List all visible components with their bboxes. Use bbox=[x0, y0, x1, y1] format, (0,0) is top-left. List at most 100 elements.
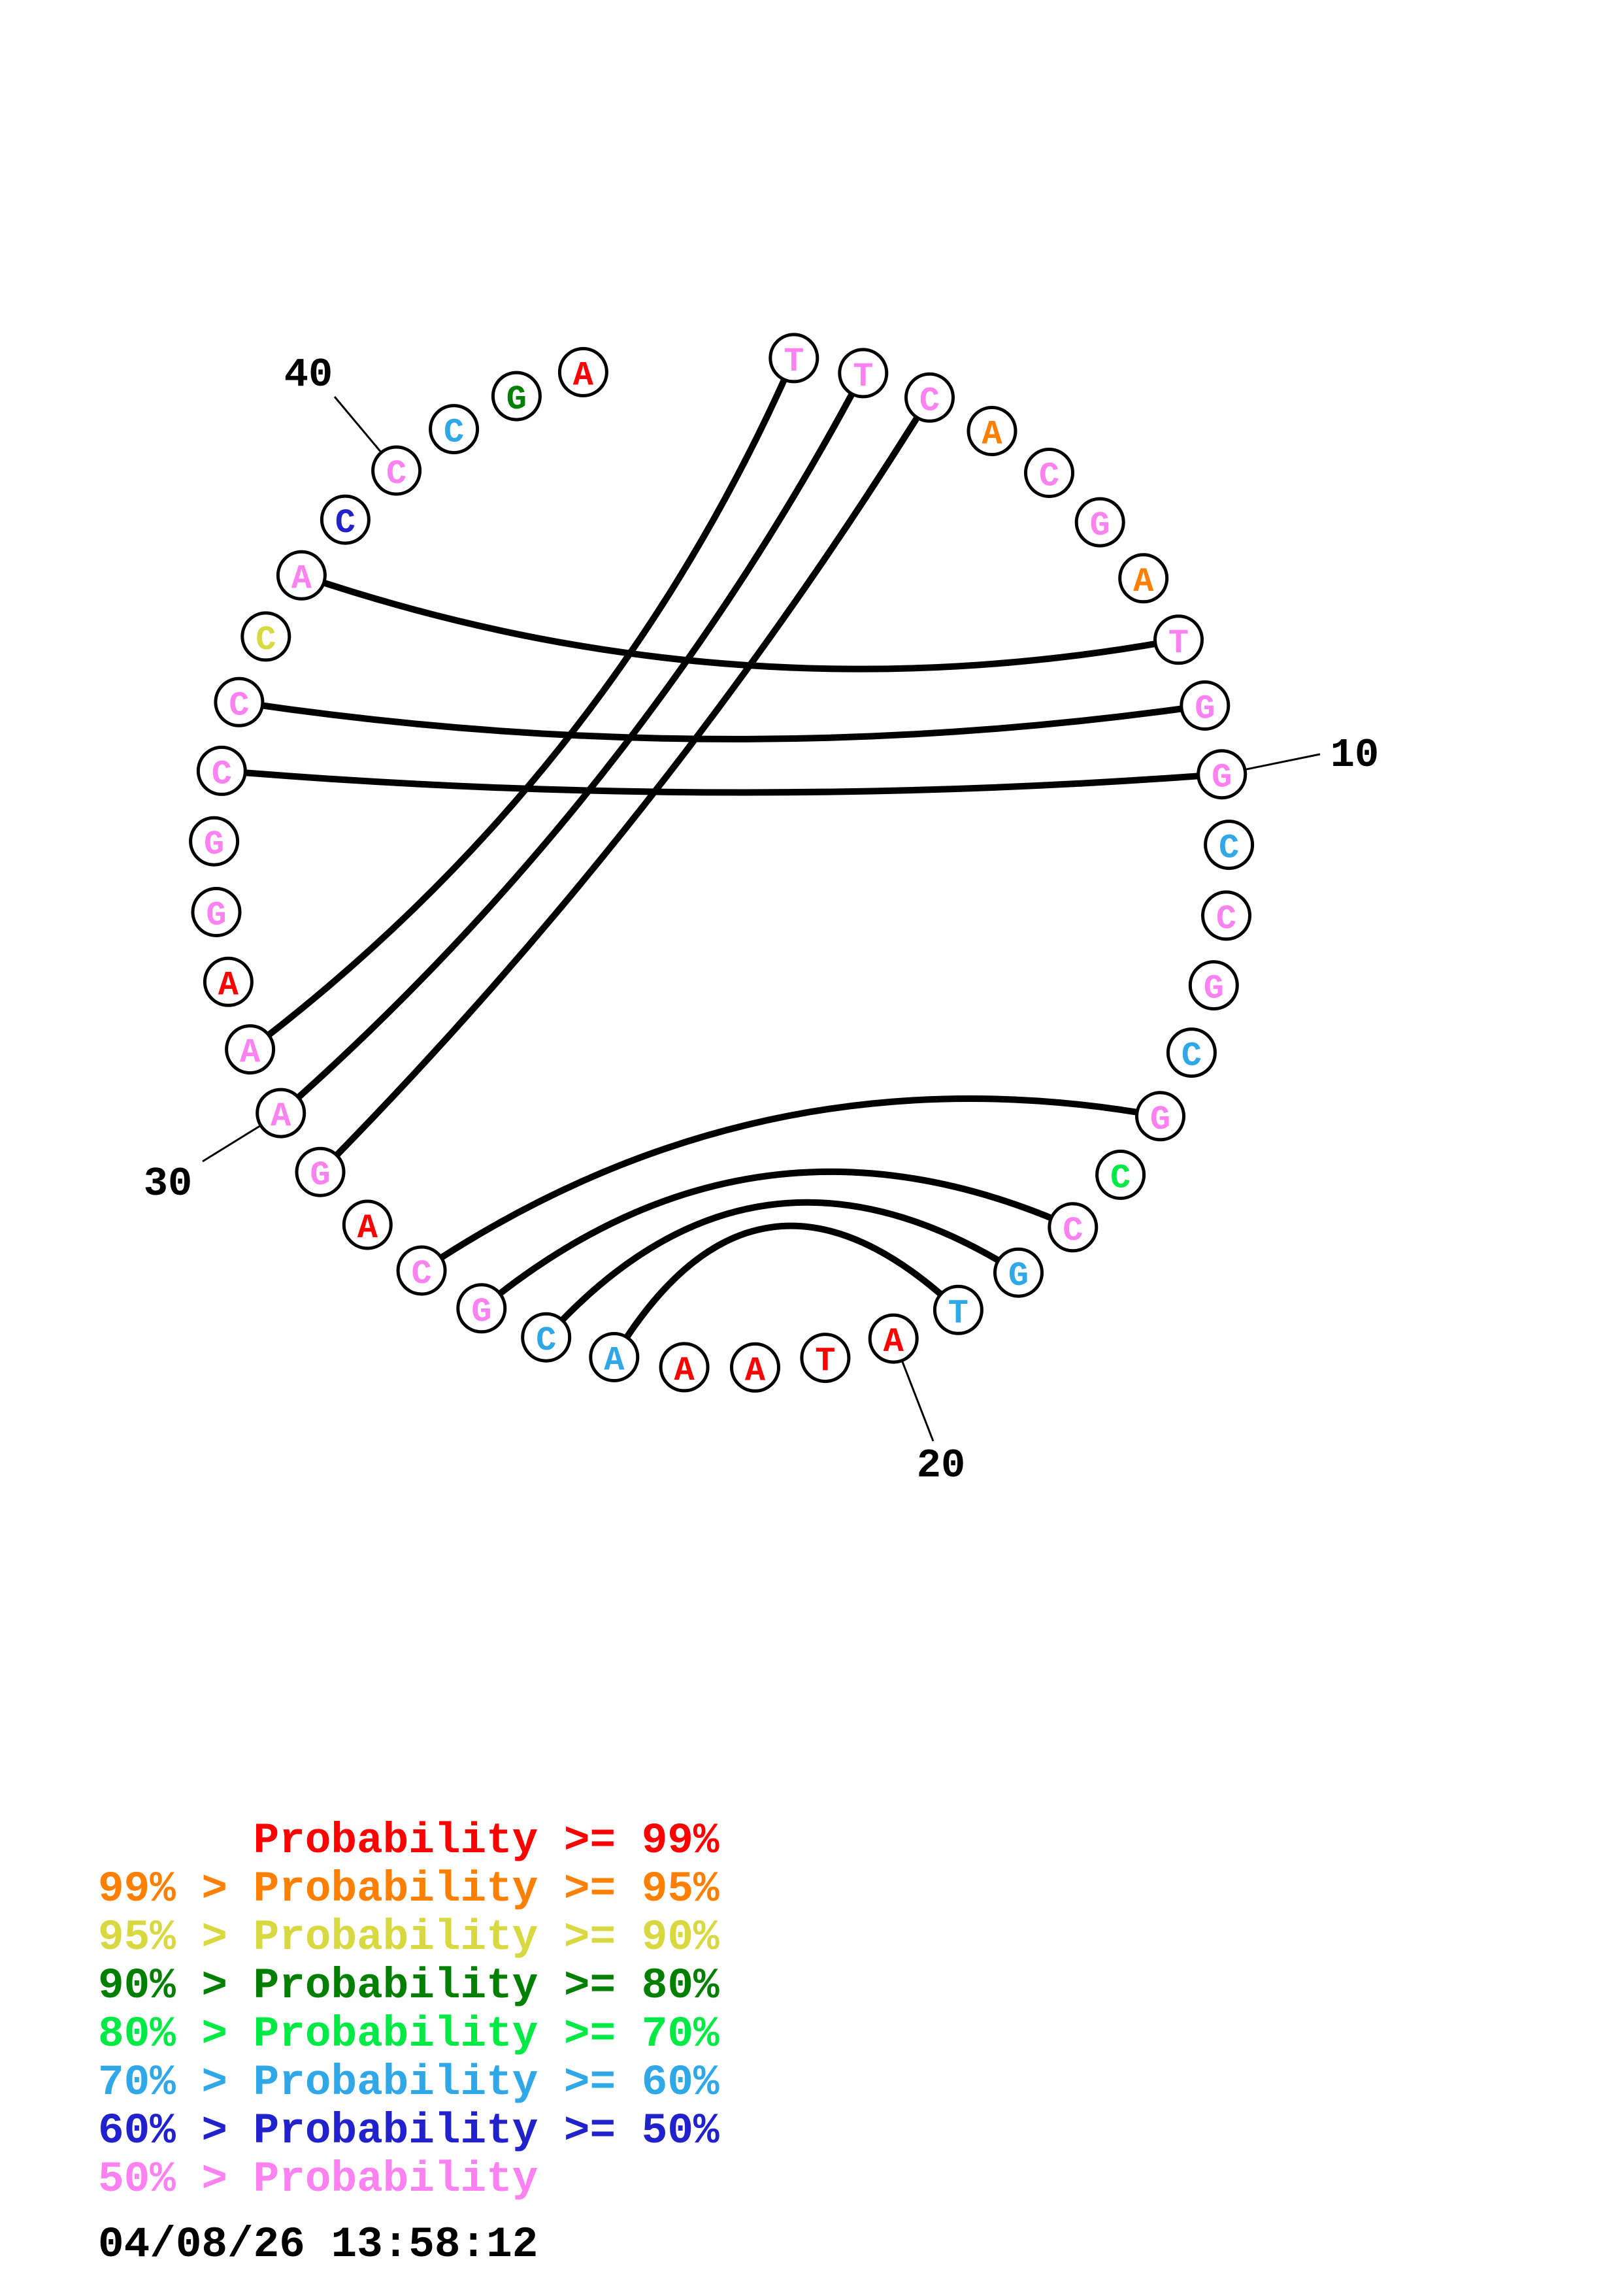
nucleotide-39: C bbox=[320, 494, 371, 545]
nucleotide-base-21: T bbox=[815, 1342, 835, 1381]
nucleotide-circle-43 bbox=[557, 346, 608, 397]
nucleotide-circle-33 bbox=[191, 887, 242, 937]
nucleotide-base-24: A bbox=[604, 1342, 625, 1380]
position-label-20: 20 bbox=[917, 1442, 965, 1489]
nucleotide-circle-21 bbox=[800, 1333, 851, 1384]
nucleotide-circle-17 bbox=[1048, 1202, 1099, 1253]
nucleotide-2: T bbox=[838, 348, 889, 399]
nucleotide-37: C bbox=[240, 611, 291, 662]
nucleotide-12: C bbox=[1201, 890, 1251, 941]
nucleotide-base-27: C bbox=[411, 1255, 431, 1293]
nucleotide-8: T bbox=[1153, 614, 1204, 665]
nucleotide-circle-29 bbox=[295, 1146, 346, 1197]
nucleotide-27: C bbox=[396, 1245, 447, 1296]
nucleotide-circle-36 bbox=[214, 676, 265, 727]
probability-legend: Probability >= 99%99% > Probability >= 9… bbox=[98, 1816, 719, 2204]
nucleotide-circle-26 bbox=[456, 1283, 507, 1334]
base-pair-chord-19-24 bbox=[610, 1222, 962, 1361]
nucleotide-42: G bbox=[491, 371, 542, 422]
nucleotide-circle-25 bbox=[521, 1312, 572, 1363]
nucleotide-15: G bbox=[1135, 1091, 1185, 1142]
nucleotide-circle-6 bbox=[1074, 497, 1125, 548]
nucleotide-base-28: A bbox=[357, 1209, 378, 1248]
nucleotide-base-32: A bbox=[218, 966, 239, 1005]
nucleotide-circle-27 bbox=[396, 1245, 447, 1296]
nucleotide-circle-24 bbox=[589, 1332, 640, 1382]
nucleotide-6: G bbox=[1074, 497, 1125, 548]
nucleotide-29: G bbox=[295, 1146, 346, 1197]
nucleotide-base-2: T bbox=[853, 358, 873, 396]
nucleotide-base-22: A bbox=[745, 1352, 766, 1390]
legend-row-3: 95% > Probability >= 90% bbox=[98, 1913, 719, 1962]
base-pair-chord-18-25 bbox=[542, 1199, 1022, 1341]
nucleotide-circle-13 bbox=[1188, 960, 1239, 1011]
timestamp: 04/08/26 13:58:12 bbox=[98, 2220, 538, 2269]
nucleotide-circle-34 bbox=[189, 816, 240, 867]
nucleotide-circle-35 bbox=[196, 745, 247, 796]
nucleotide-base-37: C bbox=[256, 621, 276, 659]
nucleotide-circle-20 bbox=[868, 1313, 919, 1364]
base-pair-chord-2-30 bbox=[277, 369, 867, 1117]
nucleotide-base-34: G bbox=[204, 825, 224, 864]
nucleotide-base-26: G bbox=[471, 1293, 491, 1331]
nucleotide-9: G bbox=[1180, 680, 1231, 731]
nucleotide-11: C bbox=[1204, 820, 1255, 871]
nucleotide-base-18: G bbox=[1008, 1257, 1029, 1295]
nucleotide-base-5: C bbox=[1039, 458, 1059, 496]
nucleotide-circle-28 bbox=[342, 1199, 393, 1250]
nucleotide-36: C bbox=[214, 676, 265, 727]
nucleotide-circle-41 bbox=[429, 404, 480, 455]
nucleotide-40: C bbox=[371, 445, 422, 496]
legend-row-4: 90% > Probability >= 80% bbox=[98, 1961, 719, 2010]
nucleotide-circle-22 bbox=[730, 1342, 780, 1393]
base-pair-chord-1-31 bbox=[246, 354, 797, 1053]
nucleotide-41: C bbox=[429, 404, 480, 455]
nucleotide-circle-5 bbox=[1024, 448, 1074, 498]
nucleotide-circle-12 bbox=[1201, 890, 1251, 941]
nucleotide-base-11: C bbox=[1219, 829, 1239, 868]
base-pair-chord-15-27 bbox=[418, 1095, 1164, 1274]
nucleotide-38: A bbox=[276, 550, 327, 601]
position-label-30: 30 bbox=[144, 1161, 192, 1207]
nucleotide-circle-23 bbox=[659, 1342, 710, 1393]
nucleotide-43: A bbox=[557, 346, 608, 397]
nucleotide-base-30: A bbox=[271, 1097, 291, 1136]
nucleotide-7: A bbox=[1118, 553, 1169, 604]
nucleotide-base-35: C bbox=[212, 755, 232, 793]
nucleotide-base-4: A bbox=[982, 416, 1002, 454]
nucleotide-3: C bbox=[904, 372, 955, 423]
nucleotide-base-42: G bbox=[506, 380, 527, 419]
nucleotide-16: C bbox=[1095, 1150, 1146, 1200]
nucleotide-17: C bbox=[1048, 1202, 1099, 1253]
nucleotide-circle-14 bbox=[1166, 1027, 1217, 1078]
base-pair-chord-9-36 bbox=[235, 699, 1208, 742]
legend-row-2: 99% > Probability >= 95% bbox=[98, 1865, 719, 1914]
nucleotide-5: C bbox=[1024, 448, 1074, 498]
nucleotide-18: G bbox=[993, 1247, 1044, 1298]
nucleotide-base-31: A bbox=[240, 1034, 261, 1073]
nucleotide-base-15: G bbox=[1150, 1101, 1170, 1139]
nucleotide-circle-2 bbox=[838, 348, 889, 399]
nucleotide-circle-7 bbox=[1118, 553, 1169, 604]
nucleotide-base-19: T bbox=[948, 1294, 968, 1333]
nucleotide-base-14: C bbox=[1182, 1037, 1202, 1076]
base-pair-chord-10-35 bbox=[218, 767, 1225, 796]
nucleotide-circle-4 bbox=[967, 406, 1017, 456]
nucleotide-19: T bbox=[933, 1284, 984, 1335]
nucleotide-10: G bbox=[1197, 749, 1248, 800]
base-pair-chord-17-26 bbox=[478, 1168, 1076, 1312]
nucleotide-bubbles: T TCACGATGGCCGCGCCGTATAAACGCAGAAAGGCCCACC… bbox=[189, 333, 1255, 1393]
nucleotide-20: A bbox=[868, 1313, 919, 1364]
position-number-labels: 40 10 30 20 bbox=[144, 352, 1379, 1489]
position-label-40: 40 bbox=[284, 352, 333, 398]
nucleotide-circle-38 bbox=[276, 550, 327, 601]
nucleotide-circle-11 bbox=[1204, 820, 1255, 871]
base-pair-chord-8-38 bbox=[298, 572, 1182, 673]
base-pair-chord-3-29 bbox=[317, 394, 933, 1176]
nucleotide-base-33: G bbox=[206, 897, 226, 935]
nucleotide-base-3: C bbox=[919, 382, 940, 420]
nucleotide-24: A bbox=[589, 1332, 640, 1382]
nucleotide-base-8: T bbox=[1168, 624, 1189, 663]
